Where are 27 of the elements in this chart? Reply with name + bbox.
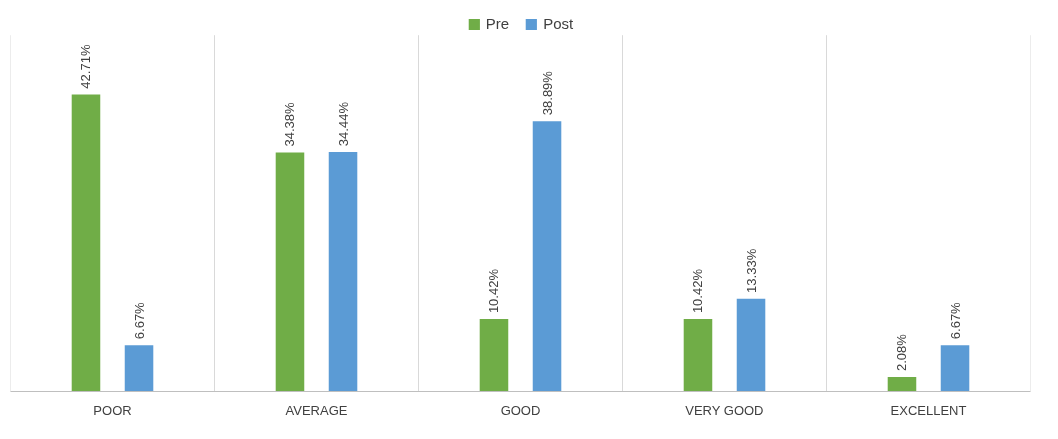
data-label: 34.38% <box>282 102 298 147</box>
x-tick-label: POOR <box>93 402 132 418</box>
legend-label: Pre <box>485 15 510 32</box>
bar <box>124 345 154 392</box>
x-tick-label: EXCELLENT <box>890 402 967 418</box>
data-label: 38.89% <box>539 70 555 116</box>
data-label: 42.71% <box>78 44 94 89</box>
bar <box>275 152 305 392</box>
bar <box>532 121 562 392</box>
x-tick-label: AVERAGE <box>285 402 348 418</box>
data-label: 6.67% <box>131 301 147 340</box>
bar <box>328 152 358 392</box>
data-label: 10.42% <box>486 268 502 314</box>
bar <box>683 319 713 392</box>
bar <box>940 345 970 392</box>
data-label: 10.42% <box>690 268 706 314</box>
bar <box>71 94 101 392</box>
data-label: 34.44% <box>335 101 351 147</box>
x-tick-label: GOOD <box>500 402 541 418</box>
data-label: 13.33% <box>743 248 759 293</box>
legend-label: Post <box>543 15 574 32</box>
bar <box>736 298 766 392</box>
data-label: 2.08% <box>894 333 910 372</box>
bar <box>887 377 917 392</box>
bar <box>479 319 509 392</box>
data-label: 6.67% <box>947 301 963 340</box>
x-tick-label: VERY GOOD <box>685 402 764 418</box>
